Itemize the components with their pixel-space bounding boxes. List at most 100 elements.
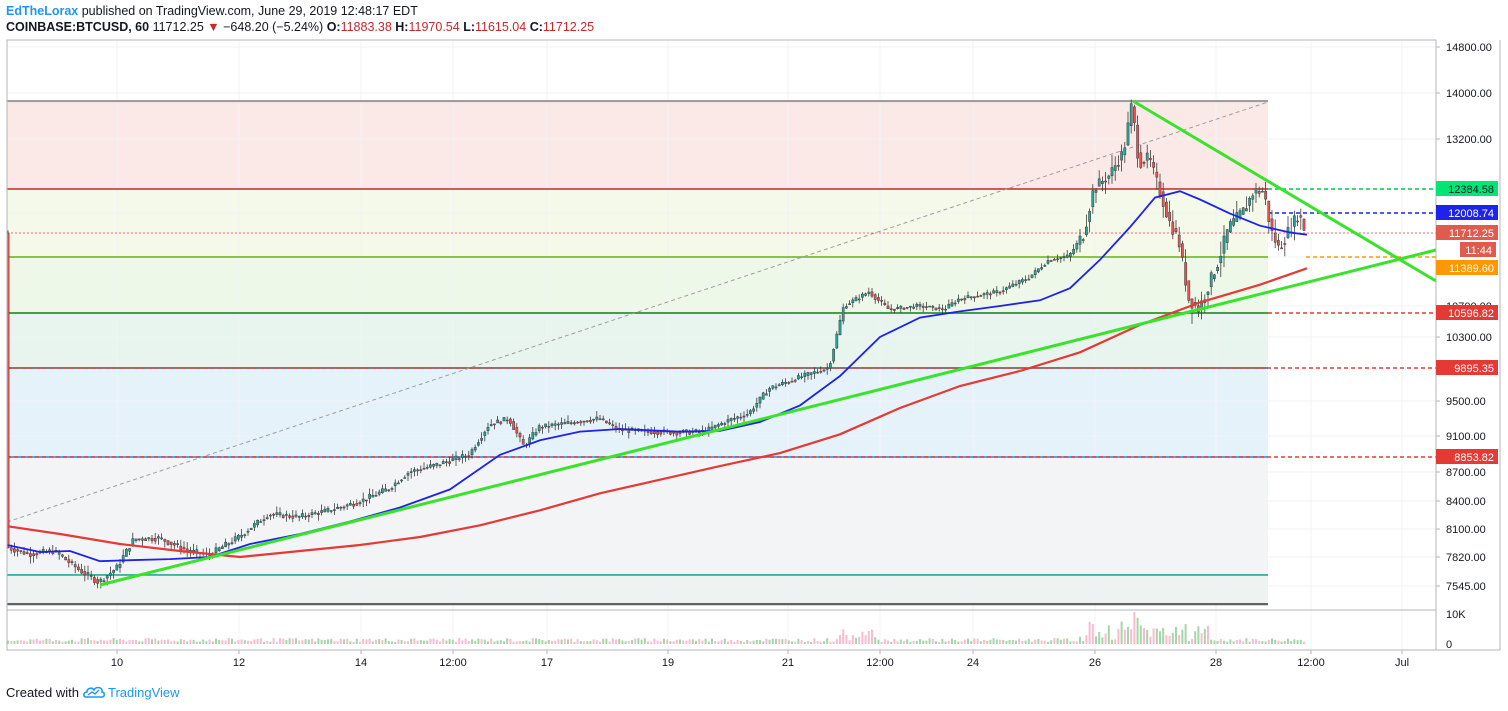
volume-bar [835,638,838,644]
candle-body [128,548,131,552]
candle [656,430,659,439]
candle-body [803,372,807,377]
candle [1133,104,1136,132]
candle-body [109,572,112,576]
candle-body [784,381,787,384]
volume-bar [365,639,368,644]
candle [854,295,858,302]
x-tick-label: 28 [1210,657,1222,669]
volume-bar [592,639,595,644]
candle [1219,241,1223,278]
candle [272,512,275,519]
volume-bar [743,641,745,644]
candle-body [528,437,531,444]
volume-bar [752,640,755,644]
volume-bar [48,638,51,644]
candle [1117,155,1120,171]
candle-body [278,512,282,516]
volume-bar [208,639,211,644]
volume-bar [298,640,301,644]
fib-zone-2 [7,257,1268,313]
candle-body [115,564,119,571]
candle-body [1024,279,1027,281]
volume-bar [765,638,768,644]
volume-bar [96,640,99,644]
candle [19,550,23,555]
candle [275,506,279,518]
candle [358,500,362,507]
fib-diagonal-line [6,101,1269,523]
candle [83,565,87,582]
candle-body [153,538,157,542]
candle-body [883,302,887,305]
candle [909,305,912,312]
candle [13,542,16,557]
volume-bar [810,641,813,644]
candle-body [435,462,439,466]
candle-body [518,433,522,438]
candle-body [470,449,474,456]
volume-bar [1101,637,1104,644]
volume-bar [832,641,835,644]
tradingview-brand[interactable]: TradingView [108,685,180,700]
candle-body [550,423,554,427]
candle [1123,141,1127,164]
candle [752,405,755,414]
candle-body [608,422,611,425]
candle-body [861,293,864,298]
candle-body [29,553,32,557]
x-tick-label: 24 [967,657,979,669]
candle-body [262,519,266,521]
volume-bar [147,638,150,644]
candle-body [771,385,775,389]
volume-bar [1255,639,1257,644]
volume-bar [1063,638,1065,644]
volume-bar [1066,638,1069,644]
candle-body [672,432,675,434]
volume-bar [333,640,336,644]
candle [96,576,99,589]
candle [880,296,883,306]
candle-body [227,543,231,546]
candle-body [425,466,429,469]
candle [384,484,387,492]
volume-bar [314,641,317,644]
y-tick-label: 8100.00 [1446,524,1486,536]
x-tick-label: 12 [233,657,245,669]
candle [147,537,151,542]
candle-body [1225,229,1229,243]
candle-body [819,371,823,373]
candle [928,305,931,308]
candle-body [409,471,413,473]
price-tag-bg [1436,225,1498,240]
candle-body [73,564,77,568]
volume-bar [90,640,93,644]
y-tick-label: 9500.00 [1446,396,1486,408]
candle-body [89,575,93,577]
volume-bar [823,641,825,644]
candle [349,500,352,506]
candle-body [1177,234,1181,248]
candle [230,537,234,546]
volume-bar [909,641,912,644]
candle-body [22,551,26,555]
candle-body [1027,278,1031,281]
volume-bar [640,639,643,644]
volume-bar [1021,641,1024,644]
candle-body [192,549,195,552]
volume-bar [768,639,771,644]
price-tag: 8853.82 [1436,449,1498,464]
author-name[interactable]: EdTheLorax [6,4,79,18]
candle [1264,181,1267,205]
candle [416,468,419,476]
candle-body [1152,162,1155,168]
candle-body [765,393,768,396]
high-label: H: [395,20,409,34]
volume-bar [720,640,723,644]
footer: Created with TradingView [6,685,180,700]
volume-bar [122,639,125,644]
candle [493,423,496,430]
volume-bar [205,641,208,644]
candle-body [121,555,125,563]
